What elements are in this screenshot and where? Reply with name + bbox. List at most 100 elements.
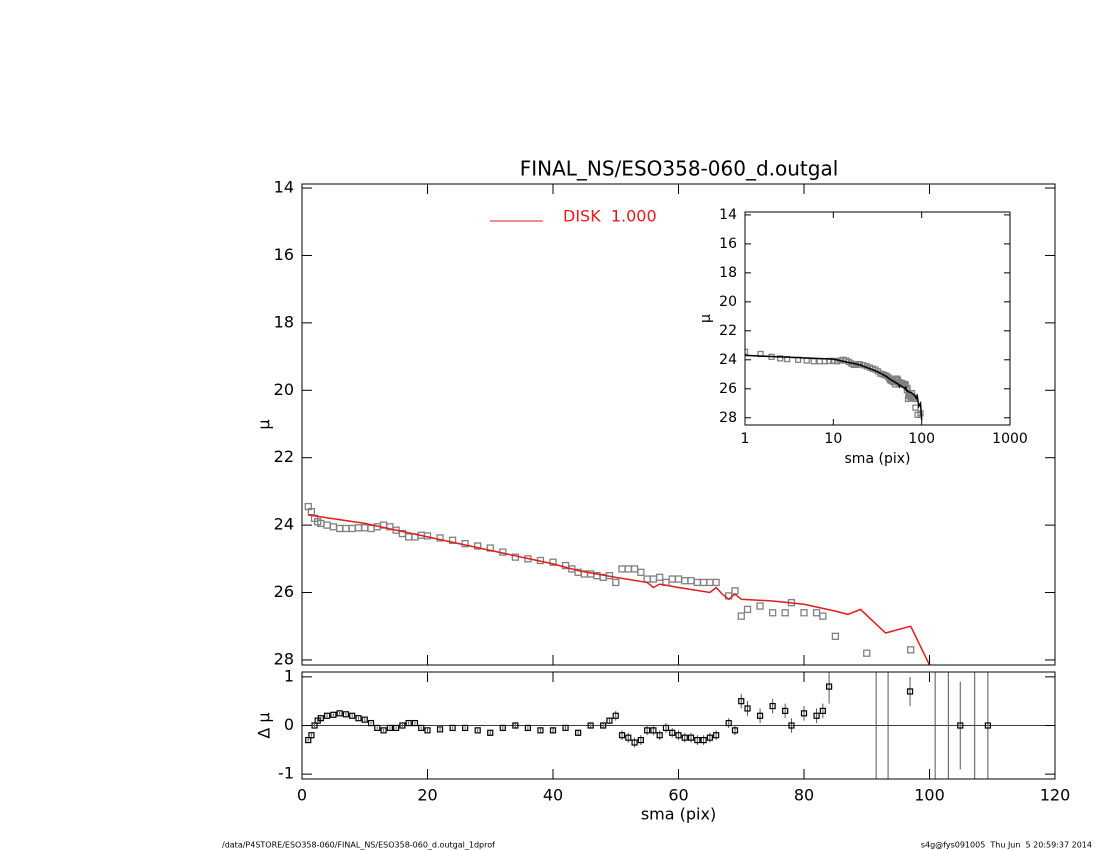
x-tick-label: 0 — [297, 786, 307, 805]
data-point — [380, 727, 387, 734]
data-point — [906, 688, 914, 695]
data-point — [713, 732, 720, 739]
data-point — [436, 534, 444, 542]
data-point — [731, 587, 739, 595]
data-point — [863, 649, 871, 657]
data-point — [669, 729, 676, 736]
data-point — [448, 536, 457, 544]
y-tick-label: 26 — [274, 582, 294, 601]
x-tick-label: 100 — [914, 786, 945, 805]
data-point — [342, 524, 350, 533]
data-point — [474, 727, 481, 734]
footer-left: /data/P4STORE/ESO358-060/FINAL_NS/ESO358… — [222, 841, 495, 850]
data-point — [512, 722, 519, 729]
data-point — [745, 348, 749, 355]
y-tick-label: 22 — [274, 447, 294, 466]
data-point — [781, 609, 789, 617]
data-point — [694, 736, 701, 744]
y-tick-label: -1 — [278, 764, 294, 783]
data-point — [405, 719, 412, 727]
data-point — [386, 724, 393, 732]
data-point — [606, 717, 613, 724]
y-axis-label: μ — [698, 314, 714, 323]
data-point — [800, 710, 808, 717]
data-point — [812, 609, 821, 617]
data-point — [342, 711, 350, 718]
data-point — [744, 705, 751, 712]
data-point — [912, 404, 919, 411]
data-point — [487, 729, 494, 736]
y-tick-label: 28 — [719, 410, 737, 426]
plot-area — [302, 660, 1055, 779]
data-point — [361, 716, 368, 723]
y-tick-label: 16 — [719, 236, 737, 252]
data-point — [305, 736, 312, 744]
data-point — [656, 573, 664, 582]
data-point — [833, 358, 841, 365]
data-point — [612, 712, 619, 719]
x-tick-label: 100 — [908, 431, 935, 447]
footer-right: s4g@fys091005 Thu Jun 5 20:59:37 2014 — [921, 841, 1092, 850]
data-point — [317, 715, 324, 722]
data-point — [756, 602, 764, 610]
data-point — [819, 707, 826, 715]
data-point — [637, 736, 644, 744]
y-tick-label: 18 — [274, 312, 294, 331]
y-tick-label: 1 — [284, 666, 294, 685]
x-axis-label: sma (pix) — [845, 451, 911, 467]
data-point — [612, 578, 620, 587]
x-axis-label: sma (pix) — [641, 805, 716, 824]
data-point — [549, 727, 557, 734]
data-point — [984, 722, 991, 729]
data-point — [355, 715, 362, 722]
data-point — [907, 646, 915, 654]
data-point — [349, 712, 356, 719]
data-point — [874, 660, 879, 665]
plot-area — [745, 348, 924, 420]
data-point — [405, 533, 413, 541]
data-point — [731, 727, 739, 734]
data-point — [374, 724, 381, 732]
data-point — [656, 732, 663, 739]
data-point — [367, 719, 375, 727]
data-point — [662, 724, 670, 732]
data-point — [411, 719, 419, 727]
data-point — [418, 724, 425, 732]
data-point — [681, 577, 689, 585]
data-point — [800, 609, 808, 617]
data-point — [474, 542, 482, 550]
x-tick-label: 60 — [668, 786, 688, 805]
y-tick-label: 26 — [719, 381, 737, 397]
x-tick-label: 120 — [1040, 786, 1071, 805]
y-tick-label: 20 — [274, 380, 294, 399]
data-point — [323, 521, 331, 529]
data-point — [630, 565, 639, 573]
y-tick-label: 16 — [274, 245, 294, 264]
data-point — [574, 729, 582, 736]
y-tick-label: 28 — [274, 649, 294, 668]
data-point — [637, 568, 645, 576]
data-point — [329, 523, 338, 531]
data-point — [308, 732, 315, 739]
data-point — [706, 734, 713, 741]
x-tick-label: 10 — [824, 431, 842, 447]
legend-label: DISK 1.000 — [563, 207, 657, 226]
data-point — [311, 722, 318, 729]
data-point — [367, 524, 375, 533]
data-point — [706, 578, 714, 587]
data-point — [361, 524, 369, 532]
plot-area — [304, 502, 931, 665]
data-point — [687, 577, 695, 585]
data-point — [756, 712, 764, 719]
data-point — [668, 575, 676, 583]
data-point — [625, 734, 632, 741]
y-axis-label: μ — [255, 419, 274, 429]
data-point — [700, 736, 707, 744]
data-point — [307, 507, 316, 516]
y-tick-label: 22 — [719, 323, 737, 339]
data-point — [348, 524, 356, 533]
data-point — [674, 575, 683, 583]
y-tick-label: 24 — [719, 352, 737, 368]
data-point — [424, 727, 431, 734]
